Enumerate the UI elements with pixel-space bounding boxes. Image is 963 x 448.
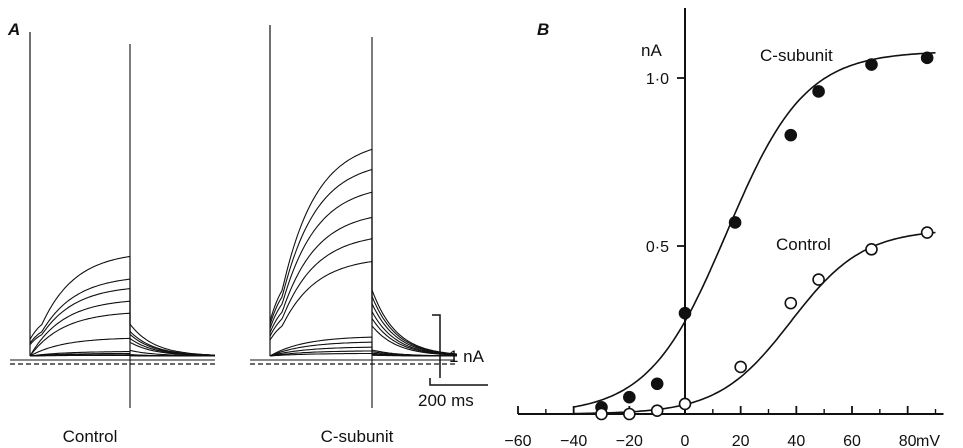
current-trace (29, 337, 215, 357)
data-point-control (812, 273, 825, 286)
current-trace (29, 300, 216, 357)
current-trace (269, 336, 457, 357)
data-point-c-subunit (920, 51, 934, 65)
current-trace (29, 278, 216, 356)
data-point-c-subunit (623, 390, 636, 404)
x-unit-label: mV (916, 433, 940, 448)
current-trace (29, 255, 215, 356)
current-scale-label: 1 nA (449, 347, 485, 366)
current-trace (269, 148, 458, 355)
y-tick-label: 0·5 (646, 239, 669, 256)
c-subunit-traces (250, 25, 458, 408)
fit-curve-c-subunit (573, 52, 936, 408)
data-point-control (734, 360, 747, 374)
data-point-control (784, 296, 798, 310)
series-label-control: Control (776, 235, 831, 254)
y-unit-label: nA (641, 41, 662, 60)
control-condition-label: Control (63, 427, 118, 446)
data-point-control (920, 226, 934, 239)
panel-a-current-traces: A Control C-subunit 1 nA 200 ms (7, 20, 488, 446)
x-tick-label: −60 (504, 433, 531, 448)
data-point-c-subunit (728, 216, 742, 229)
current-trace (269, 216, 458, 356)
current-trace (29, 351, 215, 357)
x-tick-label: 80 (899, 433, 917, 448)
panel-b-label: B (537, 20, 549, 39)
y-tick-label: 1·0 (646, 71, 669, 88)
control-traces (10, 32, 216, 408)
x-tick-label: 60 (843, 433, 861, 448)
x-tick-label: −20 (616, 433, 643, 448)
data-point-control (678, 397, 692, 411)
iv-axes: −60 −40 −20 0 20 40 60 80 0·5 1·0 (504, 8, 944, 448)
iv-data-points (595, 51, 934, 421)
time-scale-bar (429, 378, 488, 386)
x-tick-label: 40 (787, 433, 805, 448)
current-scale-bar (432, 314, 441, 378)
data-point-c-subunit (865, 58, 878, 71)
iv-fit-curves (573, 52, 936, 415)
data-point-control (650, 404, 664, 417)
time-scale-label: 200 ms (418, 391, 474, 410)
panel-b-iv-plot: B nA mV −60 −40 −20 0 20 40 60 80 0·5 1·0 C-subun… (504, 8, 944, 448)
x-tick-label: 0 (681, 433, 690, 448)
current-trace (269, 191, 458, 355)
fit-curve-control (573, 231, 936, 415)
current-trace (29, 312, 216, 357)
data-point-c-subunit (650, 377, 664, 391)
data-point-control (623, 407, 636, 421)
data-point-control (865, 243, 878, 256)
data-point-control (595, 407, 608, 421)
series-label-c-subunit: C-subunit (760, 46, 833, 65)
current-trace (269, 238, 458, 356)
data-point-c-subunit (784, 128, 798, 142)
data-point-c-subunit (678, 306, 692, 320)
panel-a-label: A (7, 20, 20, 39)
current-trace (269, 260, 458, 356)
current-trace (269, 168, 458, 355)
x-tick-label: 20 (732, 433, 750, 448)
c-subunit-condition-label: C-subunit (321, 427, 394, 446)
data-point-c-subunit (812, 85, 825, 98)
x-tick-label: −40 (560, 433, 587, 448)
